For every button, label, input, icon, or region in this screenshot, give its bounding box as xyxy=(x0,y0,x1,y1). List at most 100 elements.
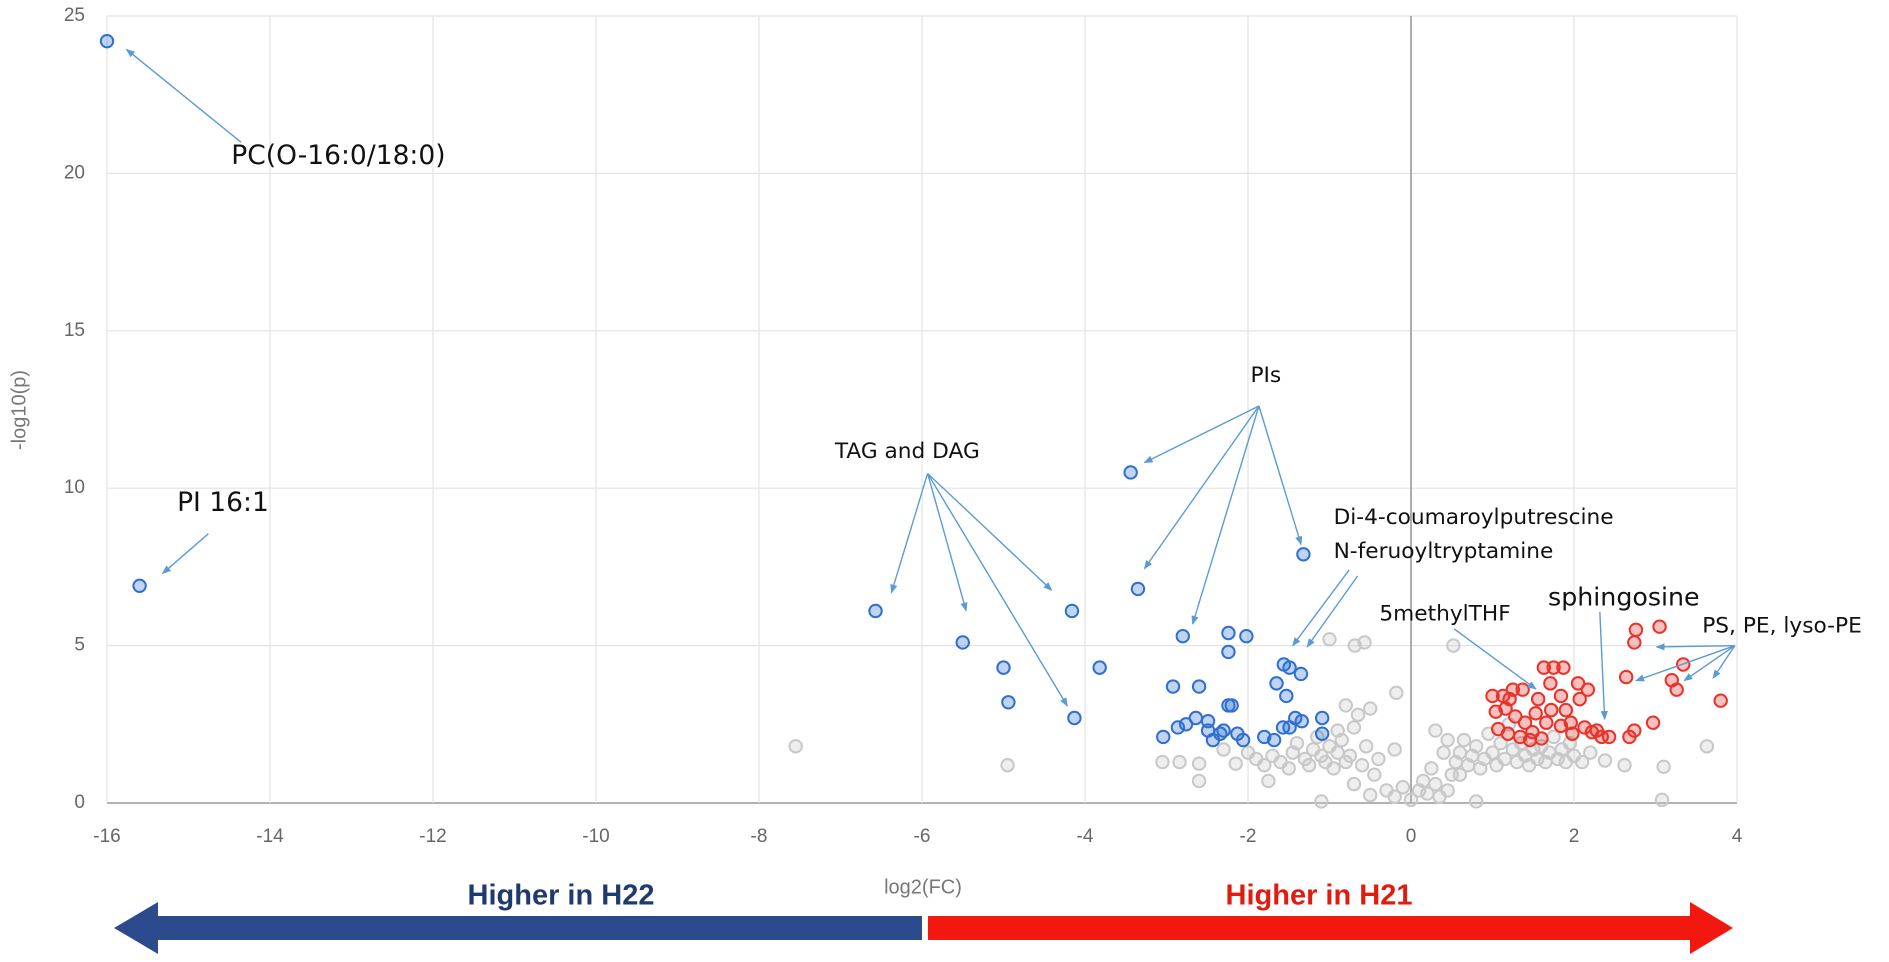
annotation-arrow xyxy=(1306,575,1359,648)
point xyxy=(1257,758,1272,773)
annotation-arrow xyxy=(927,473,1068,707)
point xyxy=(996,660,1011,675)
point xyxy=(1628,622,1644,638)
x-tick-label: 4 xyxy=(1732,826,1743,847)
point xyxy=(1389,685,1404,701)
point xyxy=(1269,676,1284,691)
x-axis-title: log2(FC) xyxy=(884,876,962,898)
point xyxy=(1424,761,1439,776)
point xyxy=(1367,767,1382,782)
point xyxy=(1508,709,1523,724)
point xyxy=(868,603,883,619)
points xyxy=(99,33,1728,809)
point xyxy=(1656,759,1671,774)
point xyxy=(788,739,803,754)
point xyxy=(1314,794,1329,809)
point xyxy=(1266,732,1282,748)
point xyxy=(1553,688,1569,704)
point xyxy=(1469,794,1484,809)
point xyxy=(1338,698,1354,713)
point xyxy=(1469,739,1484,754)
point xyxy=(1428,776,1443,792)
y-tick-label: 15 xyxy=(64,320,85,341)
point xyxy=(1440,732,1455,748)
point xyxy=(1446,638,1461,653)
point xyxy=(1342,748,1358,763)
x-tick-label: 2 xyxy=(1569,826,1580,847)
point xyxy=(1553,718,1569,734)
point xyxy=(1622,729,1637,745)
point xyxy=(1130,581,1146,597)
point xyxy=(1534,731,1549,746)
point xyxy=(1239,628,1254,644)
annotation-arrow xyxy=(1712,645,1736,679)
annotation-arrow xyxy=(1683,645,1736,682)
x-tick-label: 0 xyxy=(1406,826,1417,847)
annotation-arrow xyxy=(1258,405,1303,546)
direction-label: Higher in H22 xyxy=(468,880,655,912)
annotation-arrow xyxy=(1143,405,1260,464)
point xyxy=(1515,682,1530,697)
point xyxy=(1123,465,1138,480)
direction-arrow-left xyxy=(114,902,922,954)
point xyxy=(1221,625,1236,641)
point xyxy=(1543,676,1558,691)
direction-arrow-right xyxy=(928,902,1733,954)
annotation: PIs xyxy=(1250,363,1281,388)
point xyxy=(1565,726,1580,741)
point xyxy=(1156,729,1171,745)
annotation: sphingosine xyxy=(1548,583,1700,612)
y-axis-title: -log10(p) xyxy=(8,370,30,450)
point xyxy=(1618,669,1634,685)
point xyxy=(1452,745,1468,760)
point xyxy=(1522,732,1538,748)
y-tick-label: 20 xyxy=(64,162,85,183)
point xyxy=(1502,691,1517,707)
point xyxy=(1530,691,1546,707)
y-tick-label: 5 xyxy=(74,635,85,656)
point xyxy=(1652,619,1667,634)
point xyxy=(1293,666,1309,682)
point xyxy=(1617,758,1632,773)
point xyxy=(1191,773,1207,789)
point xyxy=(1064,603,1080,619)
point xyxy=(1165,679,1181,694)
point xyxy=(1699,739,1715,754)
point xyxy=(1583,745,1598,760)
annotation-arrow xyxy=(1599,611,1608,721)
annotation-arrow xyxy=(125,48,242,143)
point xyxy=(1528,706,1543,721)
point xyxy=(1570,676,1586,691)
annotation: PC(O-16:0/18:0) xyxy=(231,140,445,171)
point xyxy=(1485,745,1500,760)
point xyxy=(1294,713,1309,729)
point xyxy=(99,33,115,49)
x-tick-label: -16 xyxy=(93,826,120,847)
point xyxy=(1517,715,1533,730)
point xyxy=(1580,682,1596,697)
point xyxy=(1191,756,1207,771)
y-tick-label: 25 xyxy=(64,5,85,26)
point xyxy=(1224,698,1239,713)
point xyxy=(1289,735,1305,751)
point xyxy=(1403,792,1419,808)
point xyxy=(1387,789,1402,804)
point xyxy=(1350,707,1366,723)
direction-label: Higher in H21 xyxy=(1226,880,1413,912)
annotation-arrow xyxy=(1635,645,1736,682)
y-tick-label: 0 xyxy=(74,792,85,813)
point xyxy=(1456,732,1472,748)
point xyxy=(1558,702,1574,718)
annotation-arrow xyxy=(1453,628,1537,690)
point xyxy=(1216,723,1231,738)
grid xyxy=(106,15,1738,804)
point xyxy=(1221,644,1236,660)
point xyxy=(1536,660,1552,675)
annotation-arrows xyxy=(125,48,1736,721)
point xyxy=(1188,710,1204,726)
point xyxy=(955,635,970,650)
point xyxy=(1178,717,1194,732)
point xyxy=(1416,773,1431,789)
point xyxy=(1001,695,1016,710)
point xyxy=(1601,729,1617,745)
